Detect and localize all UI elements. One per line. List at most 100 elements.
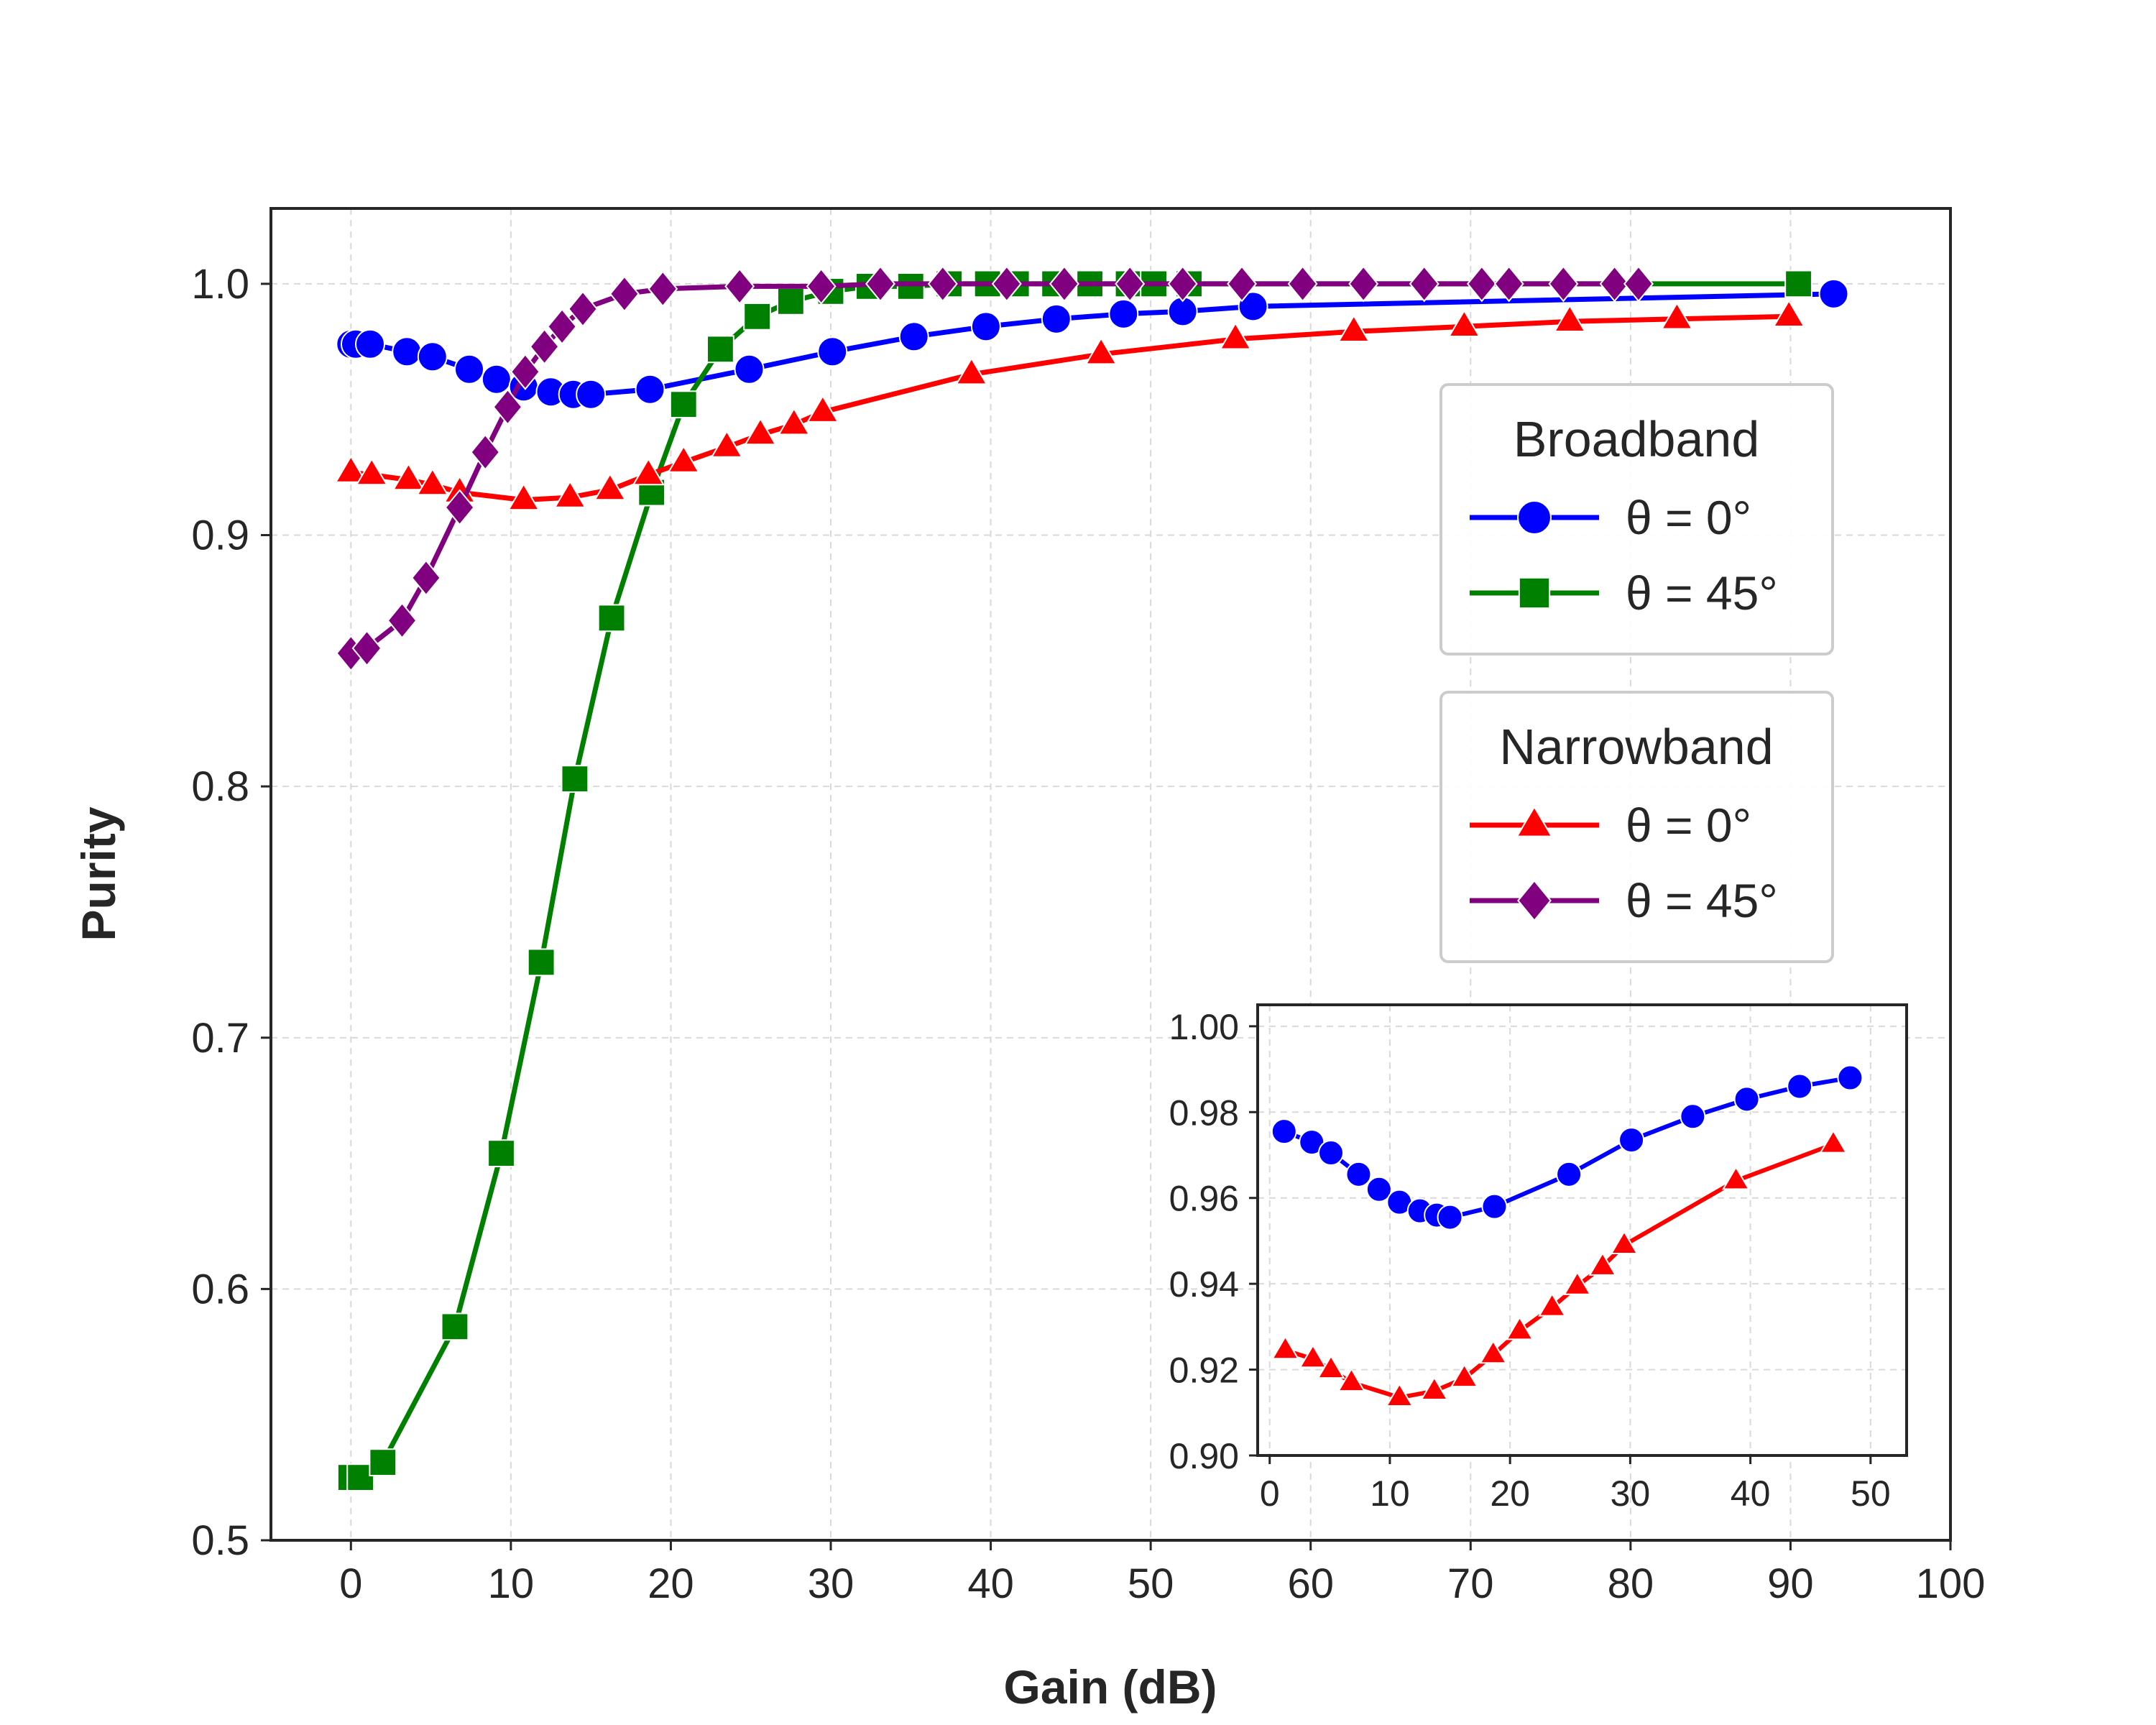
main-data-point-nb0 xyxy=(778,407,811,436)
main-x-tick-label: 80 xyxy=(1608,1560,1654,1607)
main-data-point-nb45 xyxy=(724,267,755,305)
inset-x-tick-label: 40 xyxy=(1731,1473,1771,1514)
main-series-line-nb0 xyxy=(348,313,1792,503)
main-y-tick-label: 1.0 xyxy=(191,261,249,308)
main-data-point-bb0 xyxy=(453,354,484,385)
main-data-point-nb0 xyxy=(334,455,367,483)
legend-entry-bb0: θ = 0° xyxy=(1470,491,1751,544)
main-data-point-nb0 xyxy=(1337,314,1370,342)
main-data-point-nb0 xyxy=(1660,301,1694,330)
main-data-point-nb0 xyxy=(1219,321,1252,350)
main-data-point-nb45 xyxy=(806,267,837,305)
main-data-point-nb0 xyxy=(710,430,743,458)
main-x-tick-label: 20 xyxy=(648,1560,694,1607)
main-y-tick-label: 0.5 xyxy=(191,1517,249,1564)
inset-y-tick-label: 0.90 xyxy=(1169,1436,1239,1476)
main-data-point-nb45 xyxy=(568,290,598,328)
main-data-point-nb45 xyxy=(492,388,523,426)
main-data-point-bb0 xyxy=(817,336,848,367)
main-data-point-nb45 xyxy=(991,265,1022,303)
inset-data-point-nb0 xyxy=(1317,1354,1345,1379)
legend-entry-bb45: θ = 45° xyxy=(1470,566,1778,620)
main-series-nb45 xyxy=(336,265,1654,672)
main-data-point-nb45 xyxy=(1548,265,1579,303)
main-data-point-bb45 xyxy=(561,765,589,794)
legend-marker-bb0 xyxy=(1517,500,1552,535)
main-data-point-nb0 xyxy=(594,472,627,501)
main-data-point-nb0 xyxy=(416,467,449,496)
inset-x-tick-label: 0 xyxy=(1260,1473,1280,1514)
inset-series xyxy=(1271,1064,1864,1407)
main-data-point-bb0 xyxy=(576,379,607,410)
legend-group-narrowband: Narrowband θ = 0° θ = 45° xyxy=(1439,691,1834,963)
main-data-point-nb0 xyxy=(355,457,388,486)
main-data-point-nb0 xyxy=(667,445,700,473)
main-data-point-bb0 xyxy=(1238,291,1268,322)
inset-data-point-nb0 xyxy=(1420,1376,1449,1401)
inset-plot: 0 10 20 30 40 50 0.90 0.92 0.94 0.96 0.98 1.00 xyxy=(1169,1003,1908,1514)
main-data-point-nb45 xyxy=(1493,265,1524,303)
main-data-point-nb45 xyxy=(529,328,560,365)
main-x-tick-label: 40 xyxy=(967,1560,1014,1607)
main-data-point-nb0 xyxy=(806,395,839,423)
inset-plot-frame xyxy=(1256,1003,1908,1457)
y-axis-title: Purity xyxy=(72,806,125,941)
inset-y-tick-label: 0.92 xyxy=(1169,1351,1239,1391)
main-data-point-bb45 xyxy=(1784,270,1812,298)
inset-ticks: 0 10 20 30 40 50 0.90 0.92 0.94 0.96 0.98 1.00 xyxy=(1169,1007,1891,1514)
inset-y-tick-label: 0.96 xyxy=(1169,1179,1239,1219)
inset-y-tick-label: 0.98 xyxy=(1169,1092,1239,1133)
legend-marker-bb45 xyxy=(1518,576,1551,610)
main-data-point-bb0 xyxy=(635,374,665,405)
main-data-point-bb45 xyxy=(743,302,772,331)
inset-data-point-nb0 xyxy=(1385,1382,1414,1407)
main-data-point-bb0 xyxy=(1108,298,1139,329)
main-data-point-nb45 xyxy=(1348,265,1379,303)
legend-label-nb45: θ = 45° xyxy=(1626,874,1778,927)
inset-data-point-bb0 xyxy=(1365,1176,1392,1202)
legend-marker-nb0 xyxy=(1516,805,1553,837)
main-x-tick-label: 70 xyxy=(1447,1560,1494,1607)
main-data-point-nb45 xyxy=(609,275,640,313)
main-data-point-bb45 xyxy=(527,948,556,977)
main-data-point-nb45 xyxy=(927,265,958,303)
legend-title: Broadband xyxy=(1514,411,1760,467)
main-plot-frame xyxy=(270,207,1952,1542)
inset-data-point-bb0 xyxy=(1556,1161,1583,1187)
main-x-tick-label: 50 xyxy=(1128,1560,1174,1607)
inset-data-point-nb0 xyxy=(1819,1129,1848,1154)
main-data-point-bb0 xyxy=(1041,303,1072,334)
main-data-point-nb0 xyxy=(553,480,586,508)
legend-marker-nb45 xyxy=(1517,879,1552,922)
main-data-point-nb0 xyxy=(507,482,540,511)
legend-label-nb0: θ = 0° xyxy=(1626,799,1751,852)
legend-title: Narrowband xyxy=(1499,719,1773,775)
main-data-point-bb0 xyxy=(392,336,423,367)
main-data-point-nb0 xyxy=(632,457,665,486)
main-x-tick-label: 90 xyxy=(1767,1560,1814,1607)
main-data-point-nb0 xyxy=(744,417,777,446)
inset-data-point-nb0 xyxy=(1479,1339,1508,1364)
x-axis-title: Gain (dB) xyxy=(1004,1660,1217,1714)
inset-data-point-nb0 xyxy=(1337,1367,1365,1392)
main-data-point-nb45 xyxy=(1466,265,1497,303)
main-x-tick-label: 10 xyxy=(488,1560,535,1607)
main-y-tick-label: 0.9 xyxy=(191,512,249,559)
main-data-point-nb0 xyxy=(1084,336,1118,365)
main-data-point-nb45 xyxy=(410,559,441,597)
main-data-point-nb45 xyxy=(1599,265,1630,303)
main-data-point-bb0 xyxy=(1818,278,1849,309)
inset-data-point-nb0 xyxy=(1563,1271,1592,1295)
inset-data-point-nb0 xyxy=(1722,1166,1751,1190)
main-data-point-nb45 xyxy=(1167,265,1198,303)
legend-label-bb45: θ = 45° xyxy=(1626,566,1778,620)
inset-x-tick-label: 50 xyxy=(1851,1473,1891,1514)
legend-entry-nb0: θ = 0° xyxy=(1470,799,1751,852)
main-data-point-bb45 xyxy=(776,287,805,316)
main-data-point-bb0 xyxy=(354,328,385,359)
main-data-point-nb45 xyxy=(1287,265,1318,303)
main-x-tick-label: 30 xyxy=(808,1560,854,1607)
inset-data-point-nb0 xyxy=(1271,1335,1299,1360)
inset-data-point-nb0 xyxy=(1506,1316,1534,1340)
